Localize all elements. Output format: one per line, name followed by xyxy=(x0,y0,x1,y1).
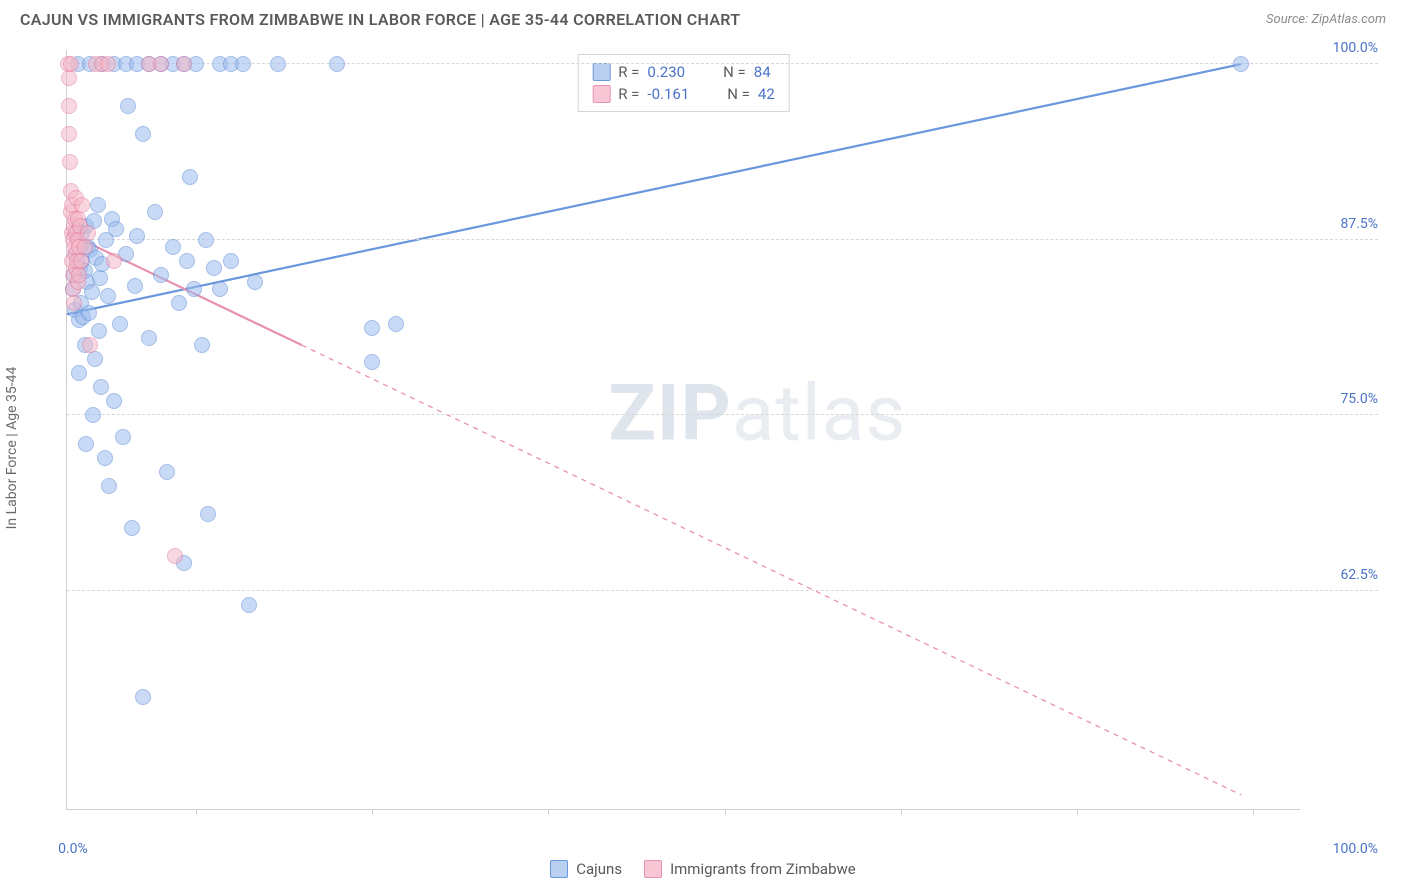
point-zimbabwe xyxy=(176,56,192,72)
legend-label: Immigrants from Zimbabwe xyxy=(670,860,856,878)
x-tick xyxy=(1253,809,1254,815)
point-zimbabwe xyxy=(61,70,77,86)
point-cajuns xyxy=(71,365,87,381)
point-zimbabwe xyxy=(61,98,77,114)
point-cajuns xyxy=(92,270,108,286)
point-cajuns xyxy=(329,56,345,72)
point-cajuns xyxy=(147,204,163,220)
point-cajuns xyxy=(270,56,286,72)
y-tick-label: 100.0% xyxy=(1308,40,1378,56)
source-credit: Source: ZipAtlas.com xyxy=(1266,12,1386,27)
point-cajuns xyxy=(120,98,136,114)
point-cajuns xyxy=(101,478,117,494)
point-cajuns xyxy=(186,281,202,297)
point-cajuns xyxy=(93,379,109,395)
point-zimbabwe xyxy=(71,267,87,283)
x-axis-min: 0.0% xyxy=(58,841,88,857)
chart-header: CAJUN VS IMMIGRANTS FROM ZIMBABWE IN LAB… xyxy=(0,0,1406,37)
point-cajuns xyxy=(85,407,101,423)
legend-swatch xyxy=(592,63,610,81)
x-tick xyxy=(901,809,902,815)
point-cajuns xyxy=(106,393,122,409)
point-cajuns xyxy=(97,450,113,466)
point-cajuns xyxy=(223,253,239,269)
point-cajuns xyxy=(200,506,216,522)
point-zimbabwe xyxy=(66,295,82,311)
gridline xyxy=(67,414,1378,415)
chart-title: CAJUN VS IMMIGRANTS FROM ZIMBABWE IN LAB… xyxy=(20,10,740,29)
legend-item: Cajuns xyxy=(550,860,622,878)
point-cajuns xyxy=(388,316,404,332)
point-cajuns xyxy=(364,354,380,370)
gridline xyxy=(67,239,1378,240)
point-cajuns xyxy=(84,284,100,300)
point-cajuns xyxy=(182,169,198,185)
point-zimbabwe xyxy=(153,56,169,72)
y-tick-label: 75.0% xyxy=(1308,391,1378,407)
x-tick xyxy=(196,809,197,815)
legend-swatch xyxy=(592,85,610,103)
trend-line-dashed xyxy=(302,345,1241,795)
legend-row: R = 0.230N = 84 xyxy=(592,61,775,83)
point-cajuns xyxy=(206,260,222,276)
legend-swatch xyxy=(644,860,662,878)
point-zimbabwe xyxy=(62,154,78,170)
point-cajuns xyxy=(153,267,169,283)
legend-label: Cajuns xyxy=(576,860,622,878)
point-cajuns xyxy=(108,221,124,237)
point-cajuns xyxy=(135,689,151,705)
point-zimbabwe xyxy=(100,56,116,72)
point-zimbabwe xyxy=(167,548,183,564)
point-zimbabwe xyxy=(61,126,77,142)
y-tick-label: 87.5% xyxy=(1308,216,1378,232)
point-zimbabwe xyxy=(63,56,79,72)
point-cajuns xyxy=(141,330,157,346)
point-cajuns xyxy=(135,126,151,142)
y-tick-label: 62.5% xyxy=(1308,567,1378,583)
point-cajuns xyxy=(81,305,97,321)
point-cajuns xyxy=(124,520,140,536)
x-tick xyxy=(1077,809,1078,815)
point-cajuns xyxy=(247,274,263,290)
point-cajuns xyxy=(198,232,214,248)
point-cajuns xyxy=(179,253,195,269)
point-cajuns xyxy=(127,278,143,294)
chart-area: In Labor Force | Age 35-44 ZIPatlas R = … xyxy=(20,42,1386,838)
point-zimbabwe xyxy=(77,239,93,255)
point-zimbabwe xyxy=(73,253,89,269)
point-cajuns xyxy=(112,316,128,332)
point-cajuns xyxy=(165,239,181,255)
gridline xyxy=(67,63,1378,64)
plot-region: ZIPatlas R = 0.230N = 84R = -0.161N = 42… xyxy=(66,50,1300,810)
point-zimbabwe xyxy=(74,197,90,213)
y-axis-label: In Labor Force | Age 35-44 xyxy=(4,367,20,530)
point-cajuns xyxy=(87,351,103,367)
point-cajuns xyxy=(100,288,116,304)
point-zimbabwe xyxy=(106,253,122,269)
gridline xyxy=(67,590,1378,591)
x-axis-max: 100.0% xyxy=(1333,841,1378,857)
point-cajuns xyxy=(90,197,106,213)
point-cajuns xyxy=(212,281,228,297)
point-cajuns xyxy=(78,436,94,452)
x-tick xyxy=(548,809,549,815)
point-cajuns xyxy=(171,295,187,311)
point-cajuns xyxy=(115,429,131,445)
x-tick xyxy=(372,809,373,815)
point-zimbabwe xyxy=(82,337,98,353)
point-zimbabwe xyxy=(80,225,96,241)
series-legend: Cajuns Immigrants from Zimbabwe xyxy=(0,860,1406,878)
point-cajuns xyxy=(129,228,145,244)
point-cajuns xyxy=(241,597,257,613)
trend-lines xyxy=(67,50,1300,809)
point-cajuns xyxy=(1233,56,1249,72)
legend-item: Immigrants from Zimbabwe xyxy=(644,860,856,878)
point-cajuns xyxy=(194,337,210,353)
legend-swatch xyxy=(550,860,568,878)
point-cajuns xyxy=(159,464,175,480)
point-cajuns xyxy=(235,56,251,72)
x-tick xyxy=(725,809,726,815)
point-cajuns xyxy=(364,320,380,336)
legend-row: R = -0.161N = 42 xyxy=(592,83,775,105)
